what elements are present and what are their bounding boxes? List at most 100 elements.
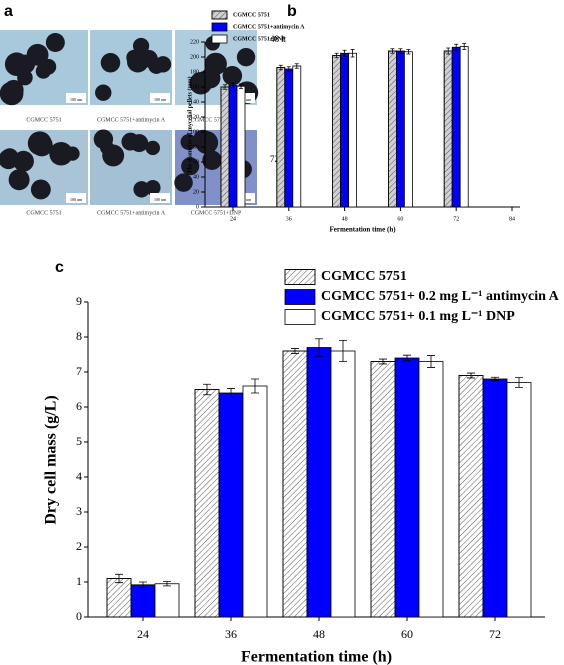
bar (130, 584, 156, 618)
error-bar (406, 49, 411, 55)
bar-hatch (220, 86, 230, 208)
scale-bar-label: 100 um (70, 97, 83, 102)
y-tick-label: 5 (76, 434, 82, 448)
bar (394, 357, 420, 618)
scale-bar-label: 100 um (70, 197, 83, 202)
bar (403, 51, 413, 208)
bar (482, 378, 508, 618)
error-bar (379, 358, 387, 365)
error-bar (223, 84, 227, 90)
error-bar (334, 52, 339, 59)
bar (506, 382, 532, 618)
pellet (40, 58, 57, 75)
pellet (95, 84, 112, 101)
error-bar (251, 378, 259, 394)
error-bar (342, 49, 347, 57)
bar (348, 52, 358, 208)
error-bar (139, 581, 147, 588)
scale-bar-label: 100 um (154, 197, 167, 202)
pellet (45, 33, 65, 53)
caption: CGMCC 5751+DNP (191, 117, 242, 123)
error-bar (291, 348, 299, 354)
error-bar (467, 372, 475, 379)
pellet (236, 47, 256, 67)
legend-swatch (284, 289, 316, 305)
legend-swatch (211, 34, 228, 44)
caption: CGMCC 5751+DNP (191, 210, 242, 216)
caption: CGMCC 5751+antimycin A (97, 117, 166, 123)
error-bar (115, 573, 123, 584)
y-axis-title: The diameter of mycelial pellets (mm) (186, 76, 193, 173)
x-tick-label: 84 (509, 216, 515, 222)
bar (284, 68, 294, 208)
bar (451, 46, 461, 208)
y-axis-title: Dry cell mass (g/L) (43, 395, 60, 524)
pellet (204, 55, 222, 73)
y-tick-label: 120 (190, 114, 199, 120)
legend-label: CGMCC 5751+DNP (233, 36, 286, 42)
y-tick-label: 2 (76, 539, 82, 553)
legend-label: CGMCC 5751+ 0.2 mg L⁻¹ antimycin A (321, 289, 560, 304)
bar (330, 350, 356, 618)
bar-hatch (387, 50, 397, 208)
pellet (13, 150, 34, 172)
legend-label: CGMCC 5751+antimycin A (233, 24, 305, 30)
bar-hatch (458, 375, 484, 618)
legend-label: CGMCC 5751+ 0.1 mg L⁻¹ DNP (321, 309, 515, 324)
x-tick-label: 36 (225, 627, 237, 641)
pellet (65, 146, 80, 161)
x-tick-label: 60 (401, 627, 413, 641)
error-bar (231, 82, 235, 89)
bar-hatch (370, 361, 396, 618)
x-tick-label: 72 (489, 627, 501, 641)
bar (306, 347, 332, 618)
error-bar (398, 48, 403, 54)
error-bar (462, 43, 467, 50)
y-tick-label: 180 (190, 69, 199, 75)
bar-hatch (106, 578, 132, 618)
pellet (130, 134, 149, 153)
x-tick-label: 48 (313, 627, 325, 641)
bar (242, 385, 268, 618)
pellet (180, 134, 197, 150)
error-bar (315, 338, 323, 357)
error-bar (491, 376, 499, 382)
bar (154, 583, 180, 618)
pellet (26, 43, 49, 66)
bar (395, 50, 405, 208)
y-tick-label: 40 (193, 174, 199, 180)
pellet (127, 50, 149, 73)
y-tick-label: 1 (76, 574, 82, 588)
error-bar (403, 354, 411, 362)
pellet (202, 150, 222, 170)
scale-bar-label: 100 um (239, 197, 252, 202)
pellet (4, 52, 29, 76)
x-tick-label: 48 (342, 216, 348, 222)
error-bar (427, 355, 435, 368)
error-bar (446, 47, 451, 55)
bar-hatch (282, 350, 308, 618)
error-bar (390, 48, 395, 54)
y-tick-label: 9 (76, 294, 82, 308)
y-tick-label: 80 (193, 144, 199, 150)
y-tick-label: 7 (76, 364, 82, 378)
x-tick-label: 24 (230, 216, 236, 222)
legend-label: CGMCC 5751 (321, 269, 407, 284)
pellet (100, 52, 121, 73)
error-bar (227, 388, 235, 398)
scale-bar-label: 100 um (154, 97, 167, 102)
pellet (49, 141, 73, 166)
pellet (174, 173, 193, 192)
pellet (30, 179, 51, 200)
y-tick-label: 60 (193, 159, 199, 165)
caption: CGMCC 5751+antimycin A (97, 210, 166, 216)
panel-label: b (287, 3, 297, 20)
y-tick-label: 160 (190, 84, 199, 90)
y-tick-label: 200 (190, 54, 199, 60)
pellet (0, 81, 24, 106)
error-bar (203, 383, 211, 396)
pellet (132, 37, 150, 55)
y-tick-label: 0 (196, 204, 199, 210)
error-bar (278, 64, 283, 71)
